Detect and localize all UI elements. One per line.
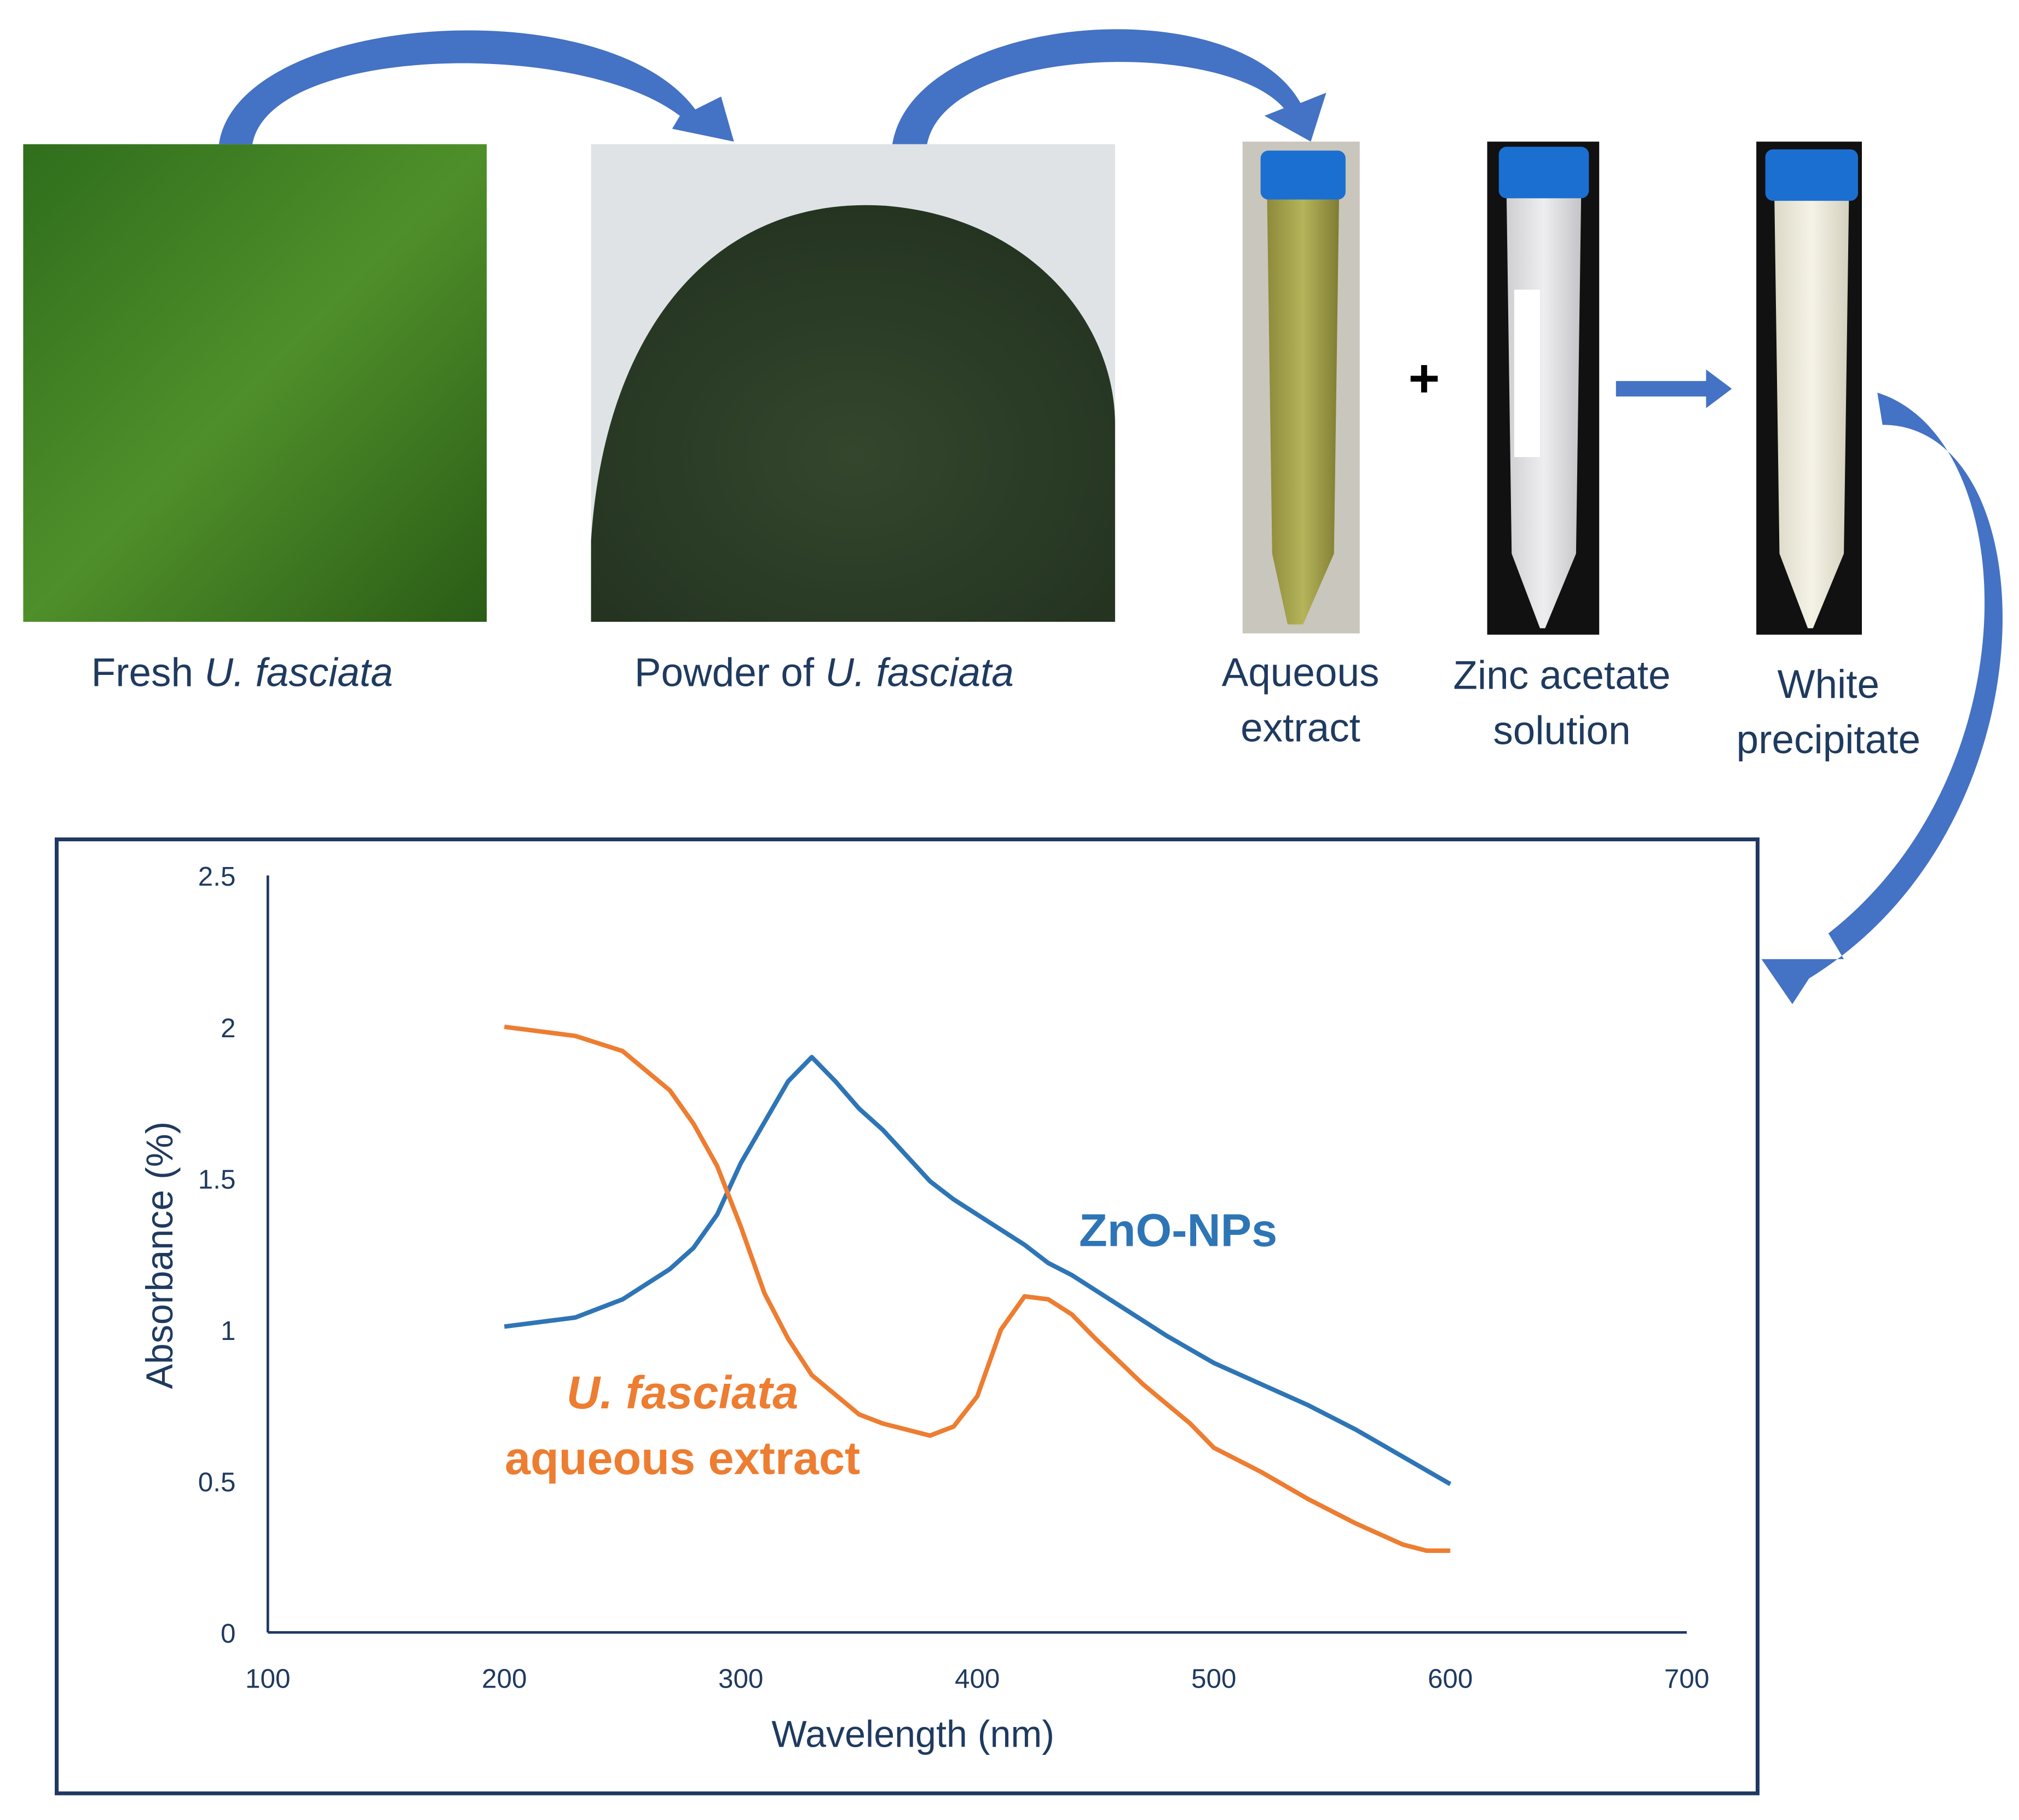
caption: Zinc acetate <box>1453 653 1670 697</box>
arrow-2 <box>892 29 1326 145</box>
chart-frame <box>55 837 1760 1795</box>
y-tick-label: 0 <box>221 1619 235 1649</box>
powder-heap <box>591 205 1115 622</box>
caption: Aqueous <box>1222 651 1380 695</box>
arrows <box>218 29 2003 1004</box>
tube-white <box>1774 193 1849 628</box>
caption: White <box>1778 662 1879 707</box>
series-label: ZnO-NPs <box>1079 1204 1277 1256</box>
x-tick-label: 400 <box>955 1663 1000 1694</box>
y-tick-label: 1.5 <box>198 1164 236 1194</box>
y-tick-label: 0.5 <box>198 1467 236 1498</box>
y-tick-label: 1 <box>221 1316 235 1346</box>
x-tick-label: 100 <box>245 1663 290 1694</box>
caption-text: Powder of <box>634 651 815 695</box>
caption: Powder of U. fasciata <box>634 651 1014 695</box>
caption-italic: U. fasciata <box>825 651 1013 695</box>
series-line <box>504 1055 1452 1486</box>
caption-text: Fresh <box>91 651 193 695</box>
series-line <box>504 1024 1451 1553</box>
tube-aqueous <box>1267 193 1340 625</box>
arrow-3 <box>1616 369 1732 408</box>
x-tick-label: 500 <box>1191 1663 1236 1694</box>
x-tick-label: 200 <box>482 1663 527 1694</box>
tube-label <box>1514 290 1541 457</box>
cap <box>1498 147 1589 199</box>
caption: precipitate <box>1737 718 1920 762</box>
y-tick-label: 2.5 <box>198 862 236 892</box>
caption-italic: U. fasciata <box>204 651 393 695</box>
x-tick-label: 300 <box>718 1663 763 1694</box>
caption: Fresh U. fasciata <box>91 651 393 695</box>
photos <box>23 141 1862 635</box>
caption: extract <box>1241 706 1360 750</box>
series-label: aqueous extract <box>505 1432 860 1484</box>
caption: solution <box>1493 708 1630 753</box>
cap <box>1765 149 1858 201</box>
plus-sign: + <box>1408 348 1440 408</box>
chart: 0 0.5 1 1.5 2 2.5 100 200 300 400 500 600 700 Wavelen… <box>139 862 1709 1755</box>
y-tick-label: 2 <box>221 1013 235 1043</box>
photo-fresh <box>23 144 487 622</box>
y-axis-title: Absorbance (%) <box>139 1122 181 1389</box>
x-tick-label: 700 <box>1664 1663 1709 1694</box>
x-axis-title: Wavelength (nm) <box>771 1714 1054 1755</box>
x-tick-label: 600 <box>1428 1663 1473 1694</box>
series-label: U. fasciata <box>567 1366 799 1418</box>
cap <box>1260 151 1346 200</box>
arrow-1 <box>218 30 734 145</box>
